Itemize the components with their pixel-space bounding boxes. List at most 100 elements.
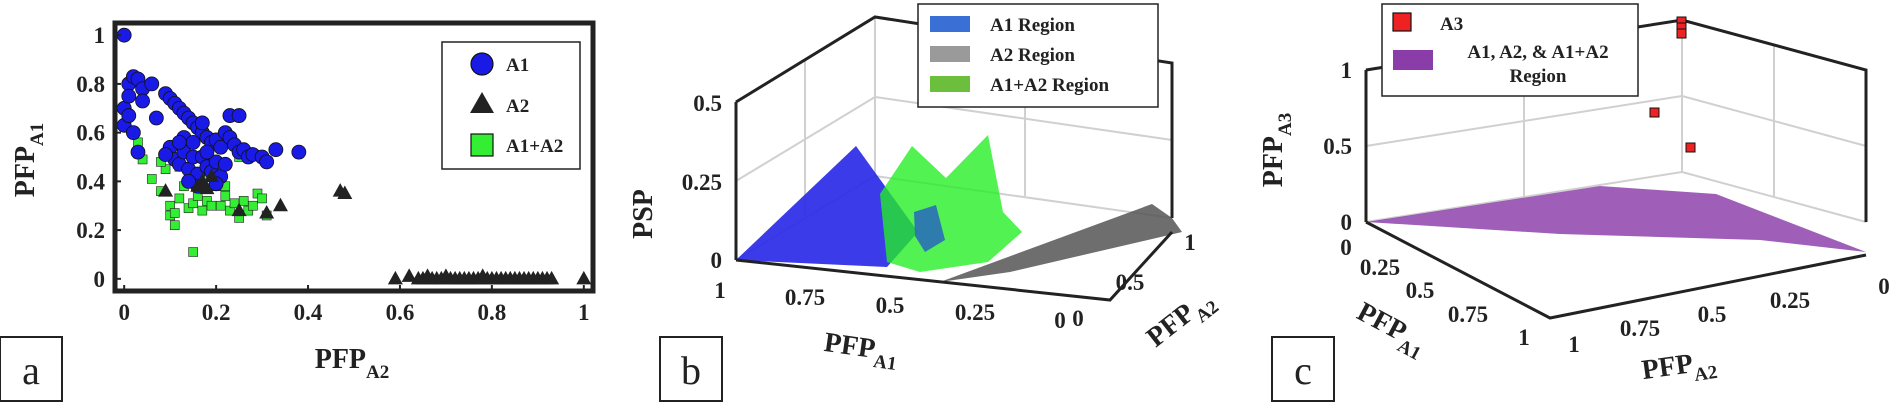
scatter-point-a1-a2	[188, 247, 198, 257]
panel-b-xtick-4: 0	[1054, 308, 1066, 333]
panel-a-legend: A1 A2 A1+A2	[441, 41, 581, 170]
legend-a12-marker	[470, 133, 494, 157]
legend-a1-marker	[470, 52, 494, 76]
scatter-point-a2	[231, 202, 247, 217]
panel-b-ytick-1: 0.5	[1116, 270, 1145, 295]
y-tick-label: 0.6	[76, 121, 105, 146]
scatter-point-a1	[144, 76, 160, 92]
scatter-point-a1-a2	[248, 200, 258, 211]
panel-c-xtick-1: 0.25	[1360, 255, 1400, 280]
panel-c-ytick-2: 0.5	[1698, 302, 1727, 327]
scatter-point-a1	[199, 144, 215, 160]
a3-point	[1676, 28, 1687, 39]
panel-a-scatter: a 0 0.2 0.4 0.6 0.8 100.20.40.60.81 PFPA1 PFP…	[0, 20, 596, 402]
panel-a-letter-box	[0, 336, 63, 402]
scatter-point-a1	[259, 154, 275, 170]
panel-c-ytick-1: 0.75	[1620, 316, 1660, 341]
panel-a-axes-frame	[112, 20, 596, 294]
scatter-point-a1-a2	[169, 208, 180, 218]
panel-b-letter-box	[659, 336, 723, 402]
scatter-point-a1	[121, 88, 137, 104]
y-tick-label: 0	[94, 267, 106, 292]
panel-b-ylabel-main: PFP	[1141, 297, 1201, 353]
panel-b-a12-region	[880, 135, 1022, 272]
x-tick-label: 0	[118, 300, 130, 325]
legend-a2-label: A2	[506, 96, 529, 117]
scatter-point-a2	[259, 205, 275, 219]
panel-c-letter-box	[1271, 336, 1335, 402]
panel-c-xtick-0: 0	[1340, 235, 1352, 260]
x-tick-label: 1	[578, 300, 590, 325]
panel-a-legend-box	[441, 41, 581, 170]
scatter-point-a1-a2	[206, 200, 217, 211]
panel-b-3d: b 0 0.25 0.5 1 0.75 0.5 0.25 0 0 0.5	[628, 3, 1223, 402]
panel-c-3d: c 0 0.5 1 0 0.25 0.5 0.75 1 1 0.75	[1258, 3, 1890, 402]
legend-a12-region-swatch	[930, 76, 970, 92]
legend-a2-marker	[470, 92, 494, 113]
scatter-point-a1-a2	[197, 205, 208, 216]
panel-c-ytick-0: 1	[1568, 332, 1580, 357]
panel-a-letter: a	[22, 348, 40, 393]
scatter-point-a1	[185, 134, 201, 150]
panel-b-xtick-2: 0.5	[876, 293, 905, 318]
scatter-point-a1-a2	[169, 220, 180, 231]
x-tick-label: 0.4	[294, 300, 323, 325]
panel-c-ytick-4: 0	[1878, 274, 1890, 299]
legend-a1-label: A1	[506, 55, 529, 76]
panel-c-xtick-2: 0.5	[1406, 278, 1435, 303]
panel-b-letter: b	[681, 348, 701, 393]
legend-a12-label: A1+A2	[506, 136, 563, 157]
x-tick-label: 0.8	[478, 300, 507, 325]
panel-c-ytick-3: 0.25	[1770, 288, 1810, 313]
panel-c-xlabel: PFPA1	[1349, 296, 1433, 365]
scatter-point-a1-a2	[146, 174, 157, 184]
panel-a-ticks: 0 0.2 0.4 0.6 0.8 1 0 0.2 0.4 0.6 0.8 1	[76, 23, 589, 325]
panel-b-xtick-3: 0.25	[955, 300, 995, 325]
scatter-point-a1-a2	[257, 193, 267, 204]
panel-c-ztick-2: 1	[1341, 58, 1353, 83]
scatter-point-a2	[272, 197, 288, 212]
a3-point	[1685, 142, 1696, 153]
panel-c-front-frame	[1365, 220, 1867, 320]
panel-b-xlabel: PFPA1	[821, 327, 900, 375]
legend-a1-region-swatch	[930, 16, 970, 32]
scatter-point-a1-a2	[220, 191, 231, 201]
scatter-point-a1	[148, 110, 164, 126]
panel-b-ytick-2: 1	[1184, 230, 1196, 255]
panel-c-ylabel: PFPA2	[1640, 345, 1719, 393]
panel-a-marks	[116, 27, 592, 285]
scatter-point-a1	[130, 144, 146, 160]
scatter-point-a2	[158, 183, 174, 197]
legend-union-label: A1, A2, & A1+A2	[1467, 42, 1608, 63]
panel-b-a1-region	[736, 146, 918, 267]
panel-c-zlabel-sub: A3	[1275, 113, 1296, 136]
panel-b-ztick-2: 0.5	[693, 91, 722, 116]
legend-union-label-line2: Region	[1510, 66, 1567, 87]
scatter-point-a1-a2	[215, 200, 226, 211]
legend-a2-region-label: A2 Region	[990, 45, 1075, 66]
scatter-point-a1	[291, 144, 307, 160]
scatter-point-a2	[199, 180, 215, 195]
scatter-point-a1	[125, 125, 141, 141]
a3-point	[1649, 107, 1660, 118]
panel-b-xtick-0: 1	[714, 278, 726, 303]
panel-c-xtick-3: 0.75	[1448, 302, 1488, 327]
scatter-point-a1-a2	[174, 193, 185, 204]
scatter-point-a2	[204, 168, 220, 182]
legend-a2-region-swatch	[930, 46, 970, 62]
panel-b-xlabel-sub: A1	[872, 351, 898, 375]
y-tick-label: 1	[94, 23, 106, 48]
panel-b-ylabel: PFPA2	[1141, 283, 1223, 359]
scatter-point-a1	[171, 134, 187, 150]
panel-b-a2-region	[940, 204, 1182, 282]
panel-c-ylabel-sub: A2	[1693, 362, 1719, 386]
y-tick-label: 0.4	[76, 169, 105, 194]
scatter-point-a1	[135, 93, 150, 109]
scatter-point-a2	[337, 185, 353, 200]
panel-b-xtick-1: 0.75	[785, 285, 825, 310]
panel-c-ztick-0: 0	[1341, 210, 1353, 235]
panel-c-ylabel-main: PFP	[1640, 348, 1695, 386]
scatter-point-a2	[401, 268, 417, 282]
legend-union-swatch	[1393, 50, 1433, 70]
